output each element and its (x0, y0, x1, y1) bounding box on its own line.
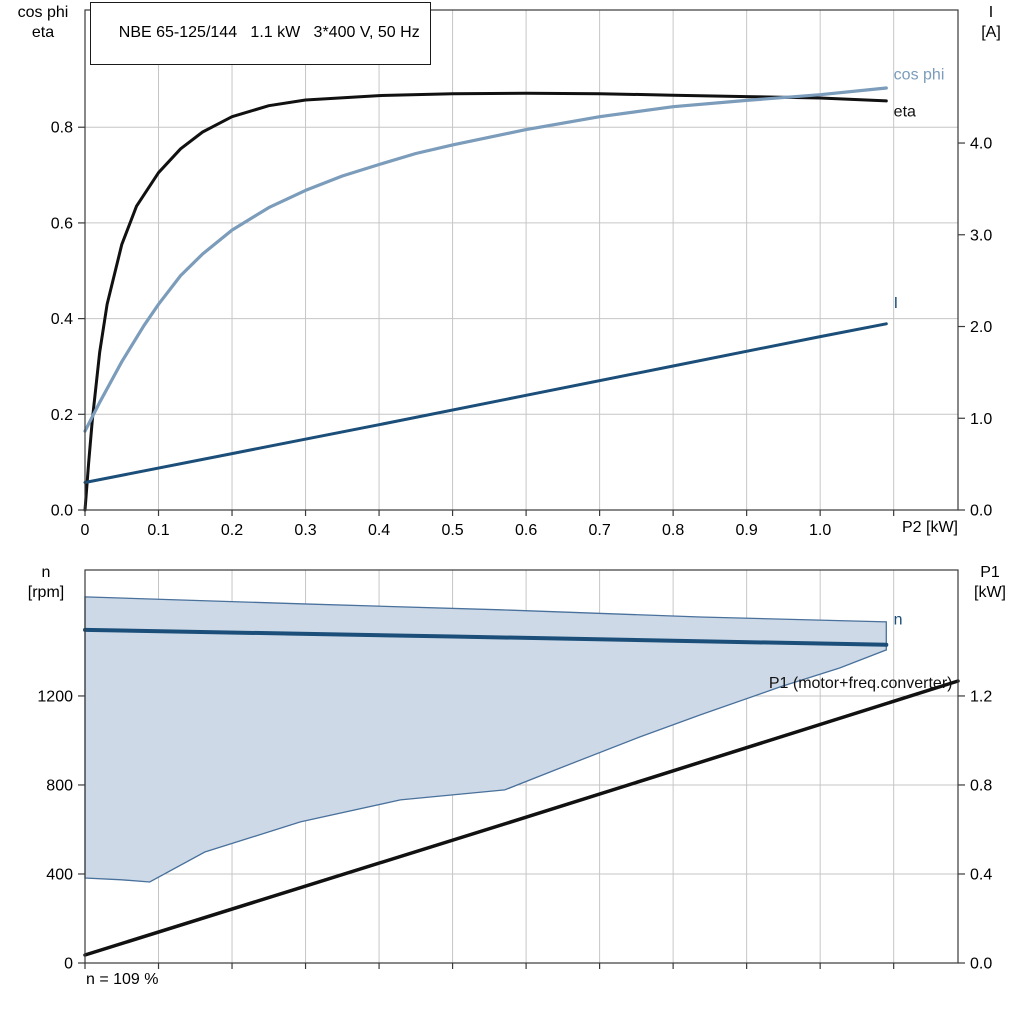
series-eta (83, 91, 888, 512)
left-tick-label: 400 (46, 866, 73, 883)
left-tick-label: 0.0 (51, 503, 73, 520)
x-tick-label: 0 (81, 522, 90, 539)
left-tick-label: 1200 (37, 688, 73, 705)
series-p1 (83, 679, 960, 957)
bottom-left-axis-label: n [rpm] (8, 563, 84, 603)
right-tick-label: 0.0 (970, 503, 992, 520)
x-tick-label: 0.8 (662, 522, 684, 539)
axis-label-speed: n (41, 564, 51, 581)
series-label-cos-phi: cos phi (894, 66, 945, 83)
left-tick-label: 0.4 (51, 311, 73, 328)
axis-label-p1: P1 (980, 564, 1000, 581)
series-label-current: I (894, 295, 898, 312)
x-tick-label: 1.0 (809, 522, 831, 539)
series-label-speed: n (894, 612, 903, 629)
right-tick-label: 2.0 (970, 319, 992, 336)
right-tick-label: 4.0 (970, 136, 992, 153)
x-tick-label: 0.7 (588, 522, 610, 539)
right-tick-label: 0.0 (970, 956, 992, 973)
axis-label-current-unit: [A] (981, 24, 1001, 41)
left-tick-label: 0.8 (51, 120, 73, 137)
axis-label-eta: eta (31, 24, 55, 41)
plot-frame (84, 569, 959, 964)
axis-label-p1-unit: [kW] (974, 584, 1006, 601)
x-tick-label: 0.5 (441, 522, 463, 539)
right-tick-label: 0.8 (970, 777, 992, 794)
series-current (83, 322, 888, 484)
x-tick-label: 0.9 (736, 522, 758, 539)
x-tick-label: 0.2 (221, 522, 243, 539)
chart-title-box: NBE 65-125/144 1.1 kW 3*400 V, 50 Hz (90, 2, 431, 65)
axis-label-current: I (988, 4, 994, 21)
series-speed (83, 627, 889, 647)
plot-frame (84, 9, 959, 511)
x-tick-label: 0.1 (147, 522, 169, 539)
left-tick-label: 0.2 (51, 407, 73, 424)
left-tick-label: 0 (64, 956, 73, 973)
speed-percent-note: n = 109 % (86, 971, 159, 988)
right-tick-label: 0.4 (970, 866, 992, 883)
bottom-right-axis-label: P1 [kW] (960, 563, 1020, 603)
series-label-eta: eta (894, 104, 916, 121)
top-right-axis-label: I [A] (962, 3, 1020, 43)
series-cos-phi (83, 86, 888, 433)
left-tick-label: 0.6 (51, 215, 73, 232)
top-left-axis-label: cos phi eta (4, 3, 82, 43)
x-axis-label: P2 [kW] (901, 519, 958, 536)
speed-operating-range (84, 596, 887, 883)
right-tick-label: 3.0 (970, 227, 992, 244)
left-tick-label: 800 (46, 777, 73, 794)
x-tick-label: 0.4 (368, 522, 390, 539)
x-tick-label: 0.3 (294, 522, 316, 539)
axis-label-speed-unit: [rpm] (27, 584, 65, 601)
chart-title: NBE 65-125/144 1.1 kW 3*400 V, 50 Hz (118, 24, 420, 41)
right-tick-label: 1.2 (970, 688, 992, 705)
series-label-p1: P1 (motor+freq.converter) (769, 675, 953, 692)
x-tick-label: 0.6 (515, 522, 537, 539)
axis-label-cos-phi: cos phi (17, 4, 69, 21)
right-tick-label: 1.0 (970, 411, 992, 428)
